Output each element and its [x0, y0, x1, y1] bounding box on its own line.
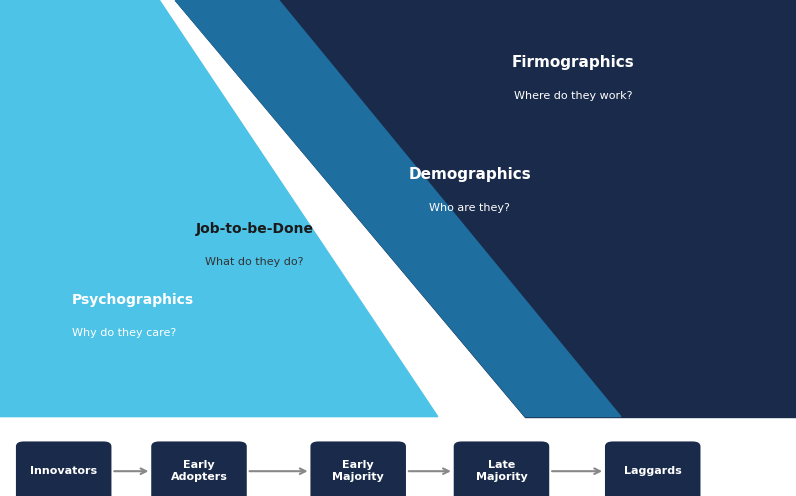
Text: Who are they?: Who are they?: [429, 203, 510, 213]
FancyBboxPatch shape: [310, 441, 406, 496]
Text: Job-to-be-Done: Job-to-be-Done: [196, 222, 314, 236]
Polygon shape: [175, 0, 621, 417]
Text: Psychographics: Psychographics: [72, 293, 193, 307]
Polygon shape: [175, 0, 796, 417]
Text: Firmographics: Firmographics: [512, 55, 634, 70]
Text: Where do they work?: Where do they work?: [514, 91, 632, 101]
Text: Late
Majority: Late Majority: [475, 460, 528, 482]
Text: Demographics: Demographics: [408, 168, 531, 183]
FancyBboxPatch shape: [16, 441, 111, 496]
Text: Laggards: Laggards: [624, 466, 681, 476]
Text: What do they do?: What do they do?: [205, 257, 304, 267]
Text: Early
Adopters: Early Adopters: [170, 460, 228, 482]
FancyBboxPatch shape: [151, 441, 247, 496]
FancyBboxPatch shape: [454, 441, 549, 496]
Text: Innovators: Innovators: [30, 466, 97, 476]
FancyBboxPatch shape: [605, 441, 700, 496]
Text: Early
Majority: Early Majority: [332, 460, 384, 482]
Text: Why do they care?: Why do they care?: [72, 328, 176, 338]
Polygon shape: [0, 0, 438, 417]
